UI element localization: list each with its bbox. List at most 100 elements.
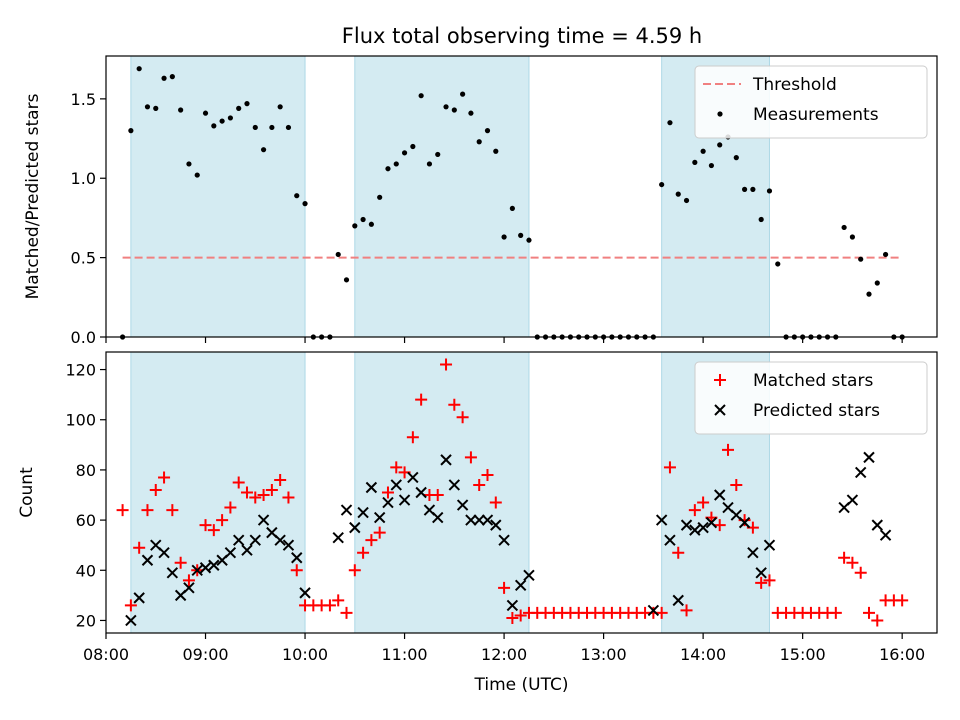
data-point: [738, 516, 751, 529]
data-point: [385, 166, 391, 172]
data-point: [896, 594, 909, 607]
data-point: [501, 234, 507, 240]
data-point: [841, 224, 847, 231]
data-point: [174, 556, 187, 569]
data-point: [232, 534, 245, 546]
data-point: [390, 461, 403, 474]
data-point: [406, 431, 419, 444]
y-tick-label: 0.5: [71, 249, 96, 268]
data-point: [282, 491, 295, 504]
data-point: [153, 105, 159, 111]
data-point: [274, 473, 287, 486]
data-point: [282, 539, 295, 551]
data-point: [133, 592, 145, 604]
data-point: [407, 471, 419, 484]
data-point: [381, 486, 394, 499]
data-point: [257, 514, 270, 526]
data-point: [854, 566, 867, 579]
data-point: [518, 232, 524, 238]
data-point: [178, 107, 184, 113]
data-point: [382, 496, 394, 509]
count-panel: 20 40 60 80 100 120 08:00 09:00 10:00 11:00 12:00 1…: [17, 351, 938, 695]
data-point: [448, 398, 461, 411]
data-point: [169, 74, 175, 80]
data-point: [125, 614, 137, 627]
data-point: [473, 514, 485, 526]
data-point: [277, 104, 283, 110]
legend-box: [694, 361, 928, 435]
data-point: [476, 139, 482, 145]
y-tick-label: 1.5: [71, 90, 96, 109]
data-point: [323, 599, 336, 612]
data-point: [332, 531, 344, 544]
data-point: [862, 606, 875, 619]
data-point: [468, 110, 474, 116]
data-point: [207, 524, 220, 537]
data-point: [240, 486, 253, 499]
data-point: [236, 105, 242, 111]
data-point: [332, 594, 345, 607]
data-point: [481, 468, 494, 481]
data-point: [128, 128, 134, 134]
data-point: [161, 75, 167, 81]
data-point: [866, 291, 872, 297]
data-point: [675, 191, 681, 197]
data-point: [523, 569, 535, 582]
y-axis-label: Count: [17, 467, 37, 518]
data-point: [299, 587, 311, 599]
data-point: [697, 521, 709, 534]
data-point: [750, 186, 756, 192]
data-point: [692, 159, 698, 165]
legend: Threshold Measurements: [694, 65, 928, 139]
data-point: [493, 148, 499, 154]
data-point: [133, 541, 146, 554]
data-point: [166, 567, 179, 579]
data-point: [265, 483, 278, 496]
data-point: [763, 539, 776, 551]
y-tick-label: 120: [65, 361, 96, 380]
data-point: [269, 124, 275, 131]
x-tick-label: 08:00: [83, 645, 129, 664]
data-point: [390, 479, 402, 491]
data-point: [141, 554, 154, 566]
data-point: [514, 609, 527, 622]
data-point: [124, 599, 137, 612]
plot-frame: [105, 351, 938, 634]
data-point: [365, 481, 378, 494]
data-point: [506, 611, 519, 624]
data-point: [365, 534, 378, 547]
data-point: [689, 524, 701, 536]
data-point: [257, 489, 270, 502]
data-point: [672, 594, 684, 607]
data-point: [456, 411, 469, 424]
data-point: [211, 123, 217, 129]
data-point: [829, 606, 842, 619]
series-measurements: [119, 66, 905, 340]
data-point: [700, 148, 706, 154]
data-point: [766, 188, 773, 194]
data-point: [664, 534, 676, 546]
data-point: [191, 564, 203, 576]
data-point: [158, 547, 170, 559]
data-point: [688, 504, 701, 517]
data-point: [343, 277, 350, 283]
data-point: [182, 574, 195, 587]
data-point: [490, 519, 502, 531]
legend-marker: [714, 374, 726, 386]
data-point: [708, 162, 715, 169]
data-point: [758, 216, 764, 223]
data-point: [863, 451, 875, 464]
data-point: [199, 519, 212, 532]
legend: Matched stars Predicted stars: [694, 361, 928, 435]
data-point: [274, 534, 286, 546]
data-point: [249, 491, 262, 504]
data-point: [846, 556, 859, 569]
series-predicted-stars: [125, 451, 892, 627]
data-point: [294, 193, 300, 199]
data-point: [349, 521, 361, 534]
y-tick-label: 20: [76, 611, 96, 630]
data-point: [241, 544, 253, 556]
data-point: [285, 124, 292, 131]
data-point: [435, 151, 441, 158]
data-point: [291, 552, 303, 564]
